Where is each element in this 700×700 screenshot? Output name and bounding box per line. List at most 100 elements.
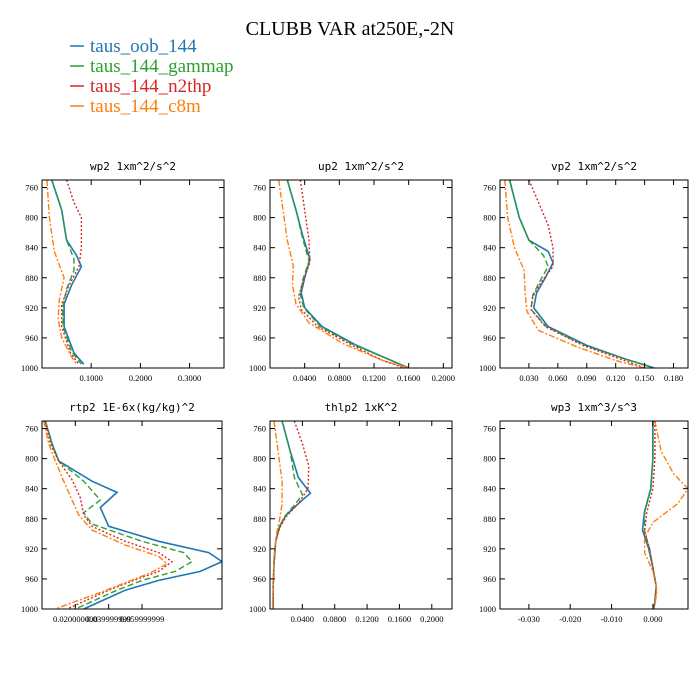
y-tick-label: 760 bbox=[253, 424, 266, 434]
series-line bbox=[44, 421, 194, 609]
x-tick-label: 0.120 bbox=[606, 373, 625, 383]
y-tick-label: 800 bbox=[253, 454, 266, 464]
plot-frame bbox=[499, 179, 689, 369]
series-line bbox=[61, 180, 83, 365]
x-tick-label: 0.059999999 bbox=[120, 614, 165, 624]
series-line bbox=[508, 180, 655, 368]
x-tick-label: -0.030 bbox=[518, 614, 540, 624]
y-tick-label: 960 bbox=[25, 574, 38, 584]
legend-label: taus_144_n2thp bbox=[90, 76, 211, 97]
y-tick-label: 920 bbox=[25, 544, 38, 554]
plot-frame bbox=[269, 420, 453, 610]
x-tick-label: 0.1600 bbox=[397, 373, 420, 383]
panel-title: vp2 1xm^2/s^2 bbox=[551, 160, 637, 173]
panel: up2 1xm^2/s^2 760 800 840 880 920 960 1000 0.040… bbox=[249, 160, 455, 383]
series-line bbox=[271, 421, 283, 609]
legend-label: taus_oob_144 bbox=[90, 36, 197, 57]
plot-frame bbox=[41, 420, 223, 610]
panel: rtp2 1E-6x(kg/kg)^2 760 800 840 880 920 960 100… bbox=[21, 401, 223, 624]
series-line bbox=[272, 421, 304, 609]
x-tick-label: -0.020 bbox=[559, 614, 581, 624]
y-tick-label: 800 bbox=[483, 213, 496, 223]
series-line bbox=[528, 180, 645, 368]
series-line bbox=[43, 421, 169, 609]
y-tick-label: 840 bbox=[253, 484, 266, 494]
y-tick-label: 960 bbox=[483, 574, 496, 584]
y-tick-label: 880 bbox=[253, 514, 266, 524]
y-tick-label: 920 bbox=[25, 303, 38, 313]
figure-title: CLUBB VAR at250E,-2N bbox=[246, 18, 455, 40]
x-tick-label: 0.180 bbox=[664, 373, 683, 383]
y-tick-label: 880 bbox=[483, 273, 496, 283]
panel-title: thlp2 1xK^2 bbox=[325, 401, 398, 414]
panel-title: wp2 1xm^2/s^2 bbox=[90, 160, 176, 173]
y-tick-label: 960 bbox=[483, 333, 496, 343]
legend-label: taus_144_gammap bbox=[90, 56, 234, 77]
y-tick-label: 1000 bbox=[479, 604, 496, 614]
plot-frame bbox=[41, 179, 225, 369]
x-tick-label: 0.0800 bbox=[323, 614, 346, 624]
series-line bbox=[51, 180, 82, 365]
y-tick-label: 760 bbox=[253, 183, 266, 193]
series-line bbox=[51, 180, 85, 365]
y-tick-label: 840 bbox=[253, 243, 266, 253]
x-tick-label: 0.3000 bbox=[178, 373, 201, 383]
x-tick-label: 0.060 bbox=[548, 373, 567, 383]
x-tick-label: 0.1200 bbox=[362, 373, 385, 383]
plot-frame bbox=[269, 179, 453, 369]
x-tick-label: 0.030 bbox=[519, 373, 538, 383]
series-line bbox=[643, 421, 688, 609]
y-tick-label: 1000 bbox=[249, 363, 266, 373]
x-tick-label: 0.0400 bbox=[291, 614, 314, 624]
series-line bbox=[272, 421, 310, 609]
y-tick-label: 920 bbox=[253, 303, 266, 313]
x-tick-label: 0.1000 bbox=[80, 373, 103, 383]
x-tick-label: 0.000 bbox=[643, 614, 662, 624]
x-tick-label: 0.150 bbox=[635, 373, 654, 383]
y-tick-label: 760 bbox=[483, 424, 496, 434]
x-tick-label: -0.010 bbox=[601, 614, 623, 624]
series-line bbox=[504, 180, 645, 368]
x-tick-label: 0.020000000 bbox=[53, 614, 98, 624]
x-tick-label: 0.2000 bbox=[420, 614, 443, 624]
y-tick-label: 760 bbox=[483, 183, 496, 193]
panel: wp3 1xm^3/s^3 760 800 840 880 920 960 1000 -0.03… bbox=[479, 401, 689, 624]
series-line bbox=[272, 421, 312, 609]
y-tick-label: 840 bbox=[483, 243, 496, 253]
x-tick-label: 0.090 bbox=[577, 373, 596, 383]
y-tick-label: 840 bbox=[25, 484, 38, 494]
panels: wp2 1xm^2/s^2 760 800 840 880 920 960 1000 0.100… bbox=[21, 160, 689, 624]
legend-label: taus_144_c8m bbox=[90, 96, 201, 117]
y-tick-label: 840 bbox=[483, 484, 496, 494]
panel-title: rtp2 1E-6x(kg/kg)^2 bbox=[69, 401, 195, 414]
series-line bbox=[286, 180, 409, 368]
series-line bbox=[44, 421, 174, 609]
x-tick-label: 0.039999999 bbox=[86, 614, 131, 624]
y-tick-label: 960 bbox=[253, 333, 266, 343]
y-tick-label: 1000 bbox=[21, 363, 38, 373]
series-line bbox=[297, 180, 405, 368]
y-tick-label: 800 bbox=[25, 454, 38, 464]
panel: wp2 1xm^2/s^2 760 800 840 880 920 960 1000 0.100… bbox=[21, 160, 225, 383]
y-tick-label: 920 bbox=[253, 544, 266, 554]
x-tick-label: 0.1600 bbox=[388, 614, 411, 624]
panel: vp2 1xm^2/s^2 760 800 840 880 920 960 1000 0.030… bbox=[479, 160, 689, 383]
y-tick-label: 880 bbox=[253, 273, 266, 283]
x-tick-label: 0.1200 bbox=[355, 614, 378, 624]
series-line bbox=[46, 180, 77, 365]
x-tick-label: 0.2000 bbox=[432, 373, 455, 383]
y-tick-label: 1000 bbox=[479, 363, 496, 373]
series-line bbox=[508, 180, 655, 368]
y-tick-label: 800 bbox=[25, 213, 38, 223]
y-tick-label: 760 bbox=[25, 183, 38, 193]
y-tick-label: 920 bbox=[483, 303, 496, 313]
plot-frame bbox=[499, 420, 689, 610]
y-tick-label: 1000 bbox=[249, 604, 266, 614]
y-tick-label: 880 bbox=[483, 514, 496, 524]
series-line bbox=[643, 421, 657, 609]
x-tick-label: 0.0400 bbox=[293, 373, 316, 383]
panel-title: wp3 1xm^3/s^3 bbox=[551, 401, 637, 414]
series-line bbox=[278, 180, 409, 368]
y-tick-label: 920 bbox=[483, 544, 496, 554]
